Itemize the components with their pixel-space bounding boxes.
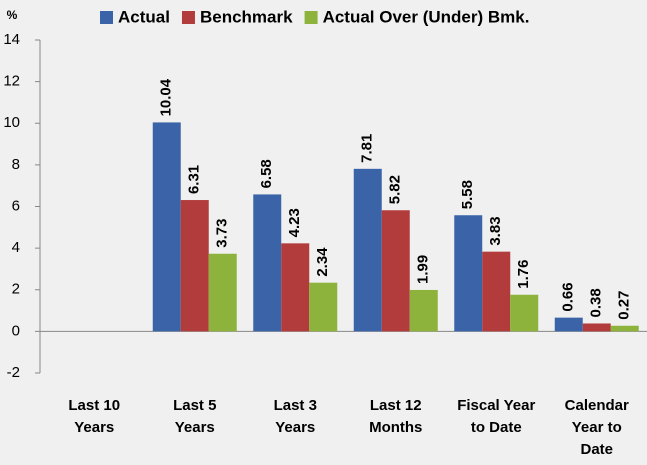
value-label: 2.34 <box>314 247 331 277</box>
bar <box>180 200 209 332</box>
y-tick-label: 14 <box>3 31 20 48</box>
y-tick-label: 8 <box>12 156 20 173</box>
x-tick-label: Date <box>580 441 613 458</box>
y-tick-label: 0 <box>12 322 20 339</box>
x-tick-label: Calendar <box>565 397 629 414</box>
bar <box>309 282 338 332</box>
value-label: 3.83 <box>487 216 504 245</box>
y-tick-label: -2 <box>7 364 20 381</box>
value-label: 4.23 <box>286 208 303 237</box>
legend-swatch <box>304 11 318 24</box>
value-label: 6.58 <box>258 159 275 188</box>
bar <box>381 210 410 332</box>
value-label: 6.31 <box>186 165 203 194</box>
bar <box>610 325 639 332</box>
value-label: 1.99 <box>415 255 432 284</box>
legend-swatch <box>181 11 195 24</box>
bar <box>554 317 583 332</box>
bar <box>353 168 382 332</box>
x-tick-label: to Date <box>471 419 522 436</box>
bar <box>409 289 438 332</box>
value-label: 1.76 <box>515 260 532 289</box>
y-tick-label: 6 <box>12 197 20 214</box>
bar <box>510 294 539 332</box>
x-tick-label: Years <box>275 419 315 436</box>
bar <box>281 243 310 332</box>
x-tick-label: Years <box>74 419 114 436</box>
x-tick-label: Year to <box>572 419 622 436</box>
value-label: 0.38 <box>588 288 605 317</box>
bar <box>582 323 611 332</box>
x-tick-label: Last 5 <box>173 397 216 414</box>
bar <box>253 194 282 332</box>
legend-swatch <box>100 11 113 24</box>
value-label: 7.81 <box>359 134 376 163</box>
x-tick-label: Years <box>175 419 215 436</box>
value-label: 5.82 <box>387 175 404 204</box>
legend-label: Benchmark <box>200 7 293 26</box>
value-label: 3.73 <box>214 219 231 248</box>
y-tick-label: 2 <box>12 281 20 298</box>
x-tick-label: Last 3 <box>274 397 317 414</box>
y-tick-label: 10 <box>3 114 20 131</box>
bar <box>208 253 237 332</box>
x-tick-label: Months <box>369 419 422 436</box>
x-tick-label: Last 10 <box>68 397 120 414</box>
y-tick-label: 4 <box>12 239 20 256</box>
y-tick-label: 12 <box>3 73 20 90</box>
bar <box>454 215 483 332</box>
value-label: 0.27 <box>616 291 633 320</box>
y-axis-label: % <box>7 8 18 22</box>
x-tick-label: Last 12 <box>370 397 422 414</box>
bar <box>482 251 511 332</box>
x-tick-label: Fiscal Year <box>457 397 535 414</box>
bar <box>152 122 181 332</box>
legend-label: Actual <box>118 7 170 26</box>
value-label: 5.58 <box>459 180 476 209</box>
legend-label: Actual Over (Under) Bmk. <box>323 7 530 26</box>
value-label: 0.66 <box>560 282 577 311</box>
value-label: 10.04 <box>158 78 175 116</box>
